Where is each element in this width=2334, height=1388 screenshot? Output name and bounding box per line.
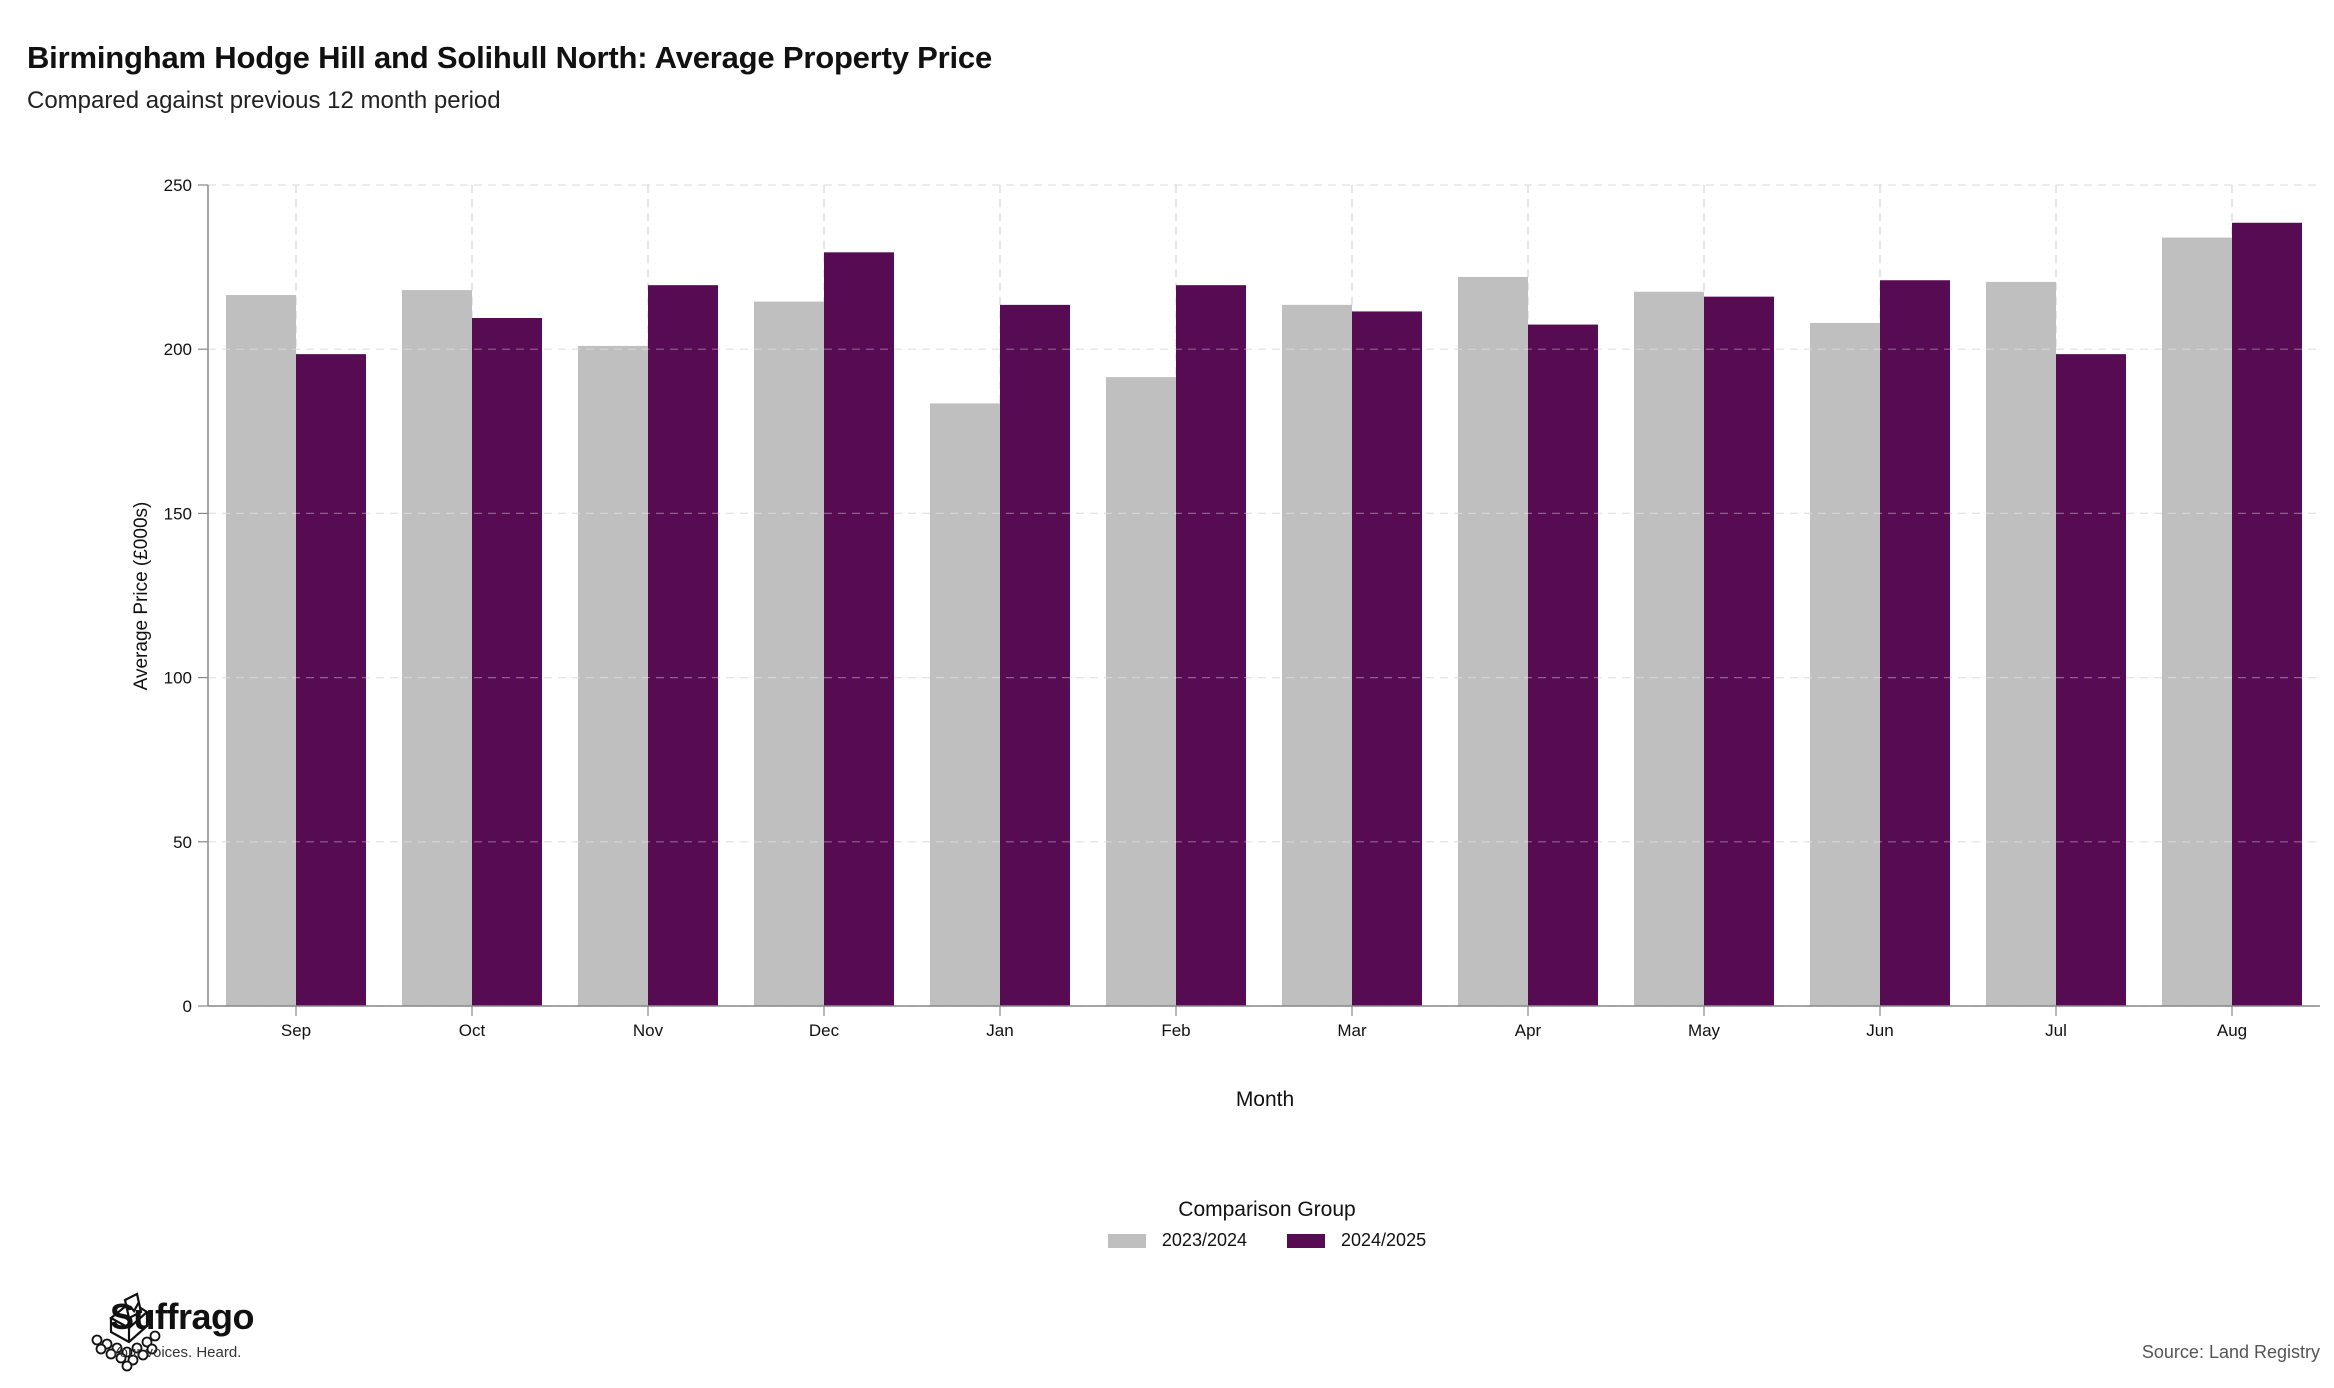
legend-swatch (1107, 1233, 1146, 1248)
x-tick-label: Mar (1337, 1021, 1367, 1040)
y-tick-label: 50 (173, 833, 192, 852)
x-tick-label: Jul (2045, 1021, 2067, 1040)
legend-label: 2024/2025 (1341, 1230, 1427, 1250)
x-tick-label: Oct (459, 1021, 486, 1040)
bar-2024-2025-aug (2232, 222, 2302, 1007)
legend-label: 2023/2024 (1161, 1230, 1247, 1250)
bar-2023-2024-jul (1986, 281, 2056, 1006)
y-axis-ticks: 0 50 100 150 200 250 (164, 176, 208, 1016)
y-axis-label: Average Price (£000s) (131, 501, 152, 691)
bar-2024-2025-mar (1352, 311, 1422, 1007)
source-note: Source: Land Registry (2141, 1342, 2320, 1362)
bar-2024-2025-jul (2056, 354, 2126, 1007)
legend-item-2024-2025: 2024/2025 (1287, 1230, 1426, 1251)
y-tick-label: 100 (164, 669, 192, 688)
bar-2024-2025-feb (1176, 285, 1246, 1006)
bar-2024-2025-apr (1528, 324, 1598, 1006)
x-axis-ticks: Sep Oct Nov Dec Jan Feb Mar Apr May Jun Jul Aug (281, 1006, 2247, 1040)
legend-title: Comparison Group (1178, 1198, 1356, 1221)
x-axis-label: Month (1235, 1088, 1295, 1111)
bar-2023-2024-jun (1810, 322, 1880, 1007)
y-tick-label: 200 (164, 340, 192, 359)
bars-layer (208, 184, 2320, 1007)
x-tick-label: Apr (1515, 1021, 1542, 1040)
chart-subtitle: Compared against previous 12 month perio… (27, 87, 501, 114)
bar-2024-2025-nov (648, 285, 718, 1006)
brand-tagline: Your voices. Heard. (111, 1344, 242, 1361)
bar-2023-2024-sep (226, 295, 296, 1006)
x-tick-label: May (1688, 1021, 1721, 1040)
x-tick-label: Aug (2217, 1021, 2247, 1040)
x-tick-label: Feb (1161, 1021, 1190, 1040)
y-tick-label: 0 (183, 997, 192, 1016)
legend-swatch (1287, 1233, 1325, 1248)
bar-2023-2024-jan (930, 403, 1000, 1006)
y-tick-label: 250 (164, 176, 192, 195)
legend: Comparison Group 2023/2024 2024/2025 (1092, 1198, 1442, 1251)
y-tick-label: 150 (164, 504, 192, 523)
bar-2023-2024-feb (1106, 377, 1176, 1006)
x-tick-label: Jan (986, 1021, 1013, 1040)
bar-2023-2024-may (1634, 291, 1704, 1007)
bar-2024-2025-dec (824, 252, 894, 1006)
bar-2023-2024-dec (754, 301, 824, 1006)
x-tick-label: Dec (809, 1021, 840, 1040)
bar-2023-2024-aug (2162, 237, 2232, 1006)
x-tick-label: Nov (633, 1021, 664, 1040)
brand-name: Suffrago (110, 1296, 255, 1337)
bar-2023-2024-mar (1282, 304, 1352, 1007)
bar-chart: 0 50 100 150 200 250 Sep Oct Nov Dec Jan Feb Mar Apr… (164, 176, 2320, 1040)
x-tick-label: Sep (281, 1021, 311, 1040)
bar-2023-2024-oct (402, 290, 472, 1006)
bar-2024-2025-sep (296, 354, 366, 1007)
bar-2024-2025-jan (1000, 304, 1070, 1007)
bar-2023-2024-apr (1458, 276, 1528, 1006)
bar-2024-2025-jun (1880, 280, 1950, 1007)
ballot-box-icon (91, 1292, 161, 1372)
chart-title: Birmingham Hodge Hill and Solihull North… (27, 40, 993, 75)
bar-2023-2024-nov (578, 345, 648, 1006)
x-tick-label: Jun (1866, 1021, 1893, 1040)
bar-2024-2025-may (1704, 296, 1774, 1006)
legend-item-2023-2024: 2023/2024 (1107, 1230, 1247, 1251)
bar-2024-2025-oct (472, 318, 542, 1006)
